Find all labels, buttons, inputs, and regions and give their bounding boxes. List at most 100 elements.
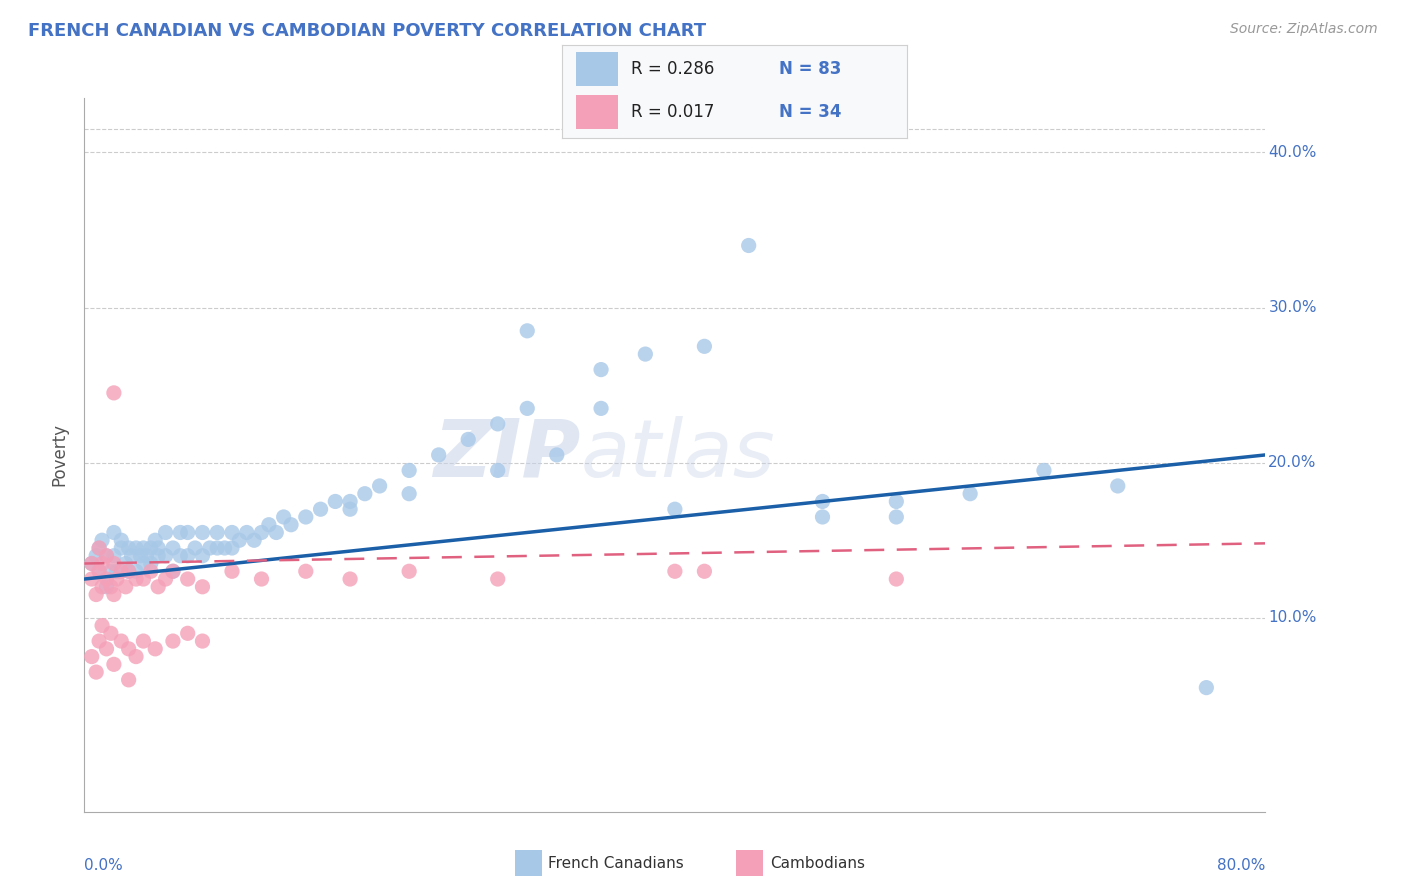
Point bbox=[143, 641, 166, 656]
Point bbox=[228, 533, 250, 548]
Text: 10.0%: 10.0% bbox=[1268, 610, 1317, 625]
Point bbox=[80, 557, 103, 571]
Point bbox=[105, 564, 128, 578]
Text: 40.0%: 40.0% bbox=[1268, 145, 1317, 160]
Point bbox=[309, 502, 332, 516]
Point bbox=[110, 634, 132, 648]
Point bbox=[250, 572, 273, 586]
Point bbox=[87, 541, 111, 555]
Point bbox=[96, 549, 118, 563]
Point bbox=[221, 525, 243, 540]
Point bbox=[198, 541, 221, 555]
Point bbox=[280, 517, 302, 532]
Point bbox=[125, 649, 148, 664]
Point bbox=[177, 549, 200, 563]
Point bbox=[91, 580, 114, 594]
Bar bbox=[515, 850, 543, 876]
Point bbox=[103, 657, 125, 672]
Point bbox=[129, 549, 152, 563]
Text: Source: ZipAtlas.com: Source: ZipAtlas.com bbox=[1230, 22, 1378, 37]
Point bbox=[398, 463, 420, 477]
Point bbox=[148, 541, 170, 555]
Point bbox=[148, 580, 170, 594]
Point bbox=[273, 510, 295, 524]
Bar bbox=[576, 52, 617, 86]
Point bbox=[96, 572, 118, 586]
Point bbox=[80, 557, 103, 571]
Point bbox=[110, 541, 132, 555]
Point bbox=[114, 557, 136, 571]
Point bbox=[169, 525, 191, 540]
Point bbox=[139, 557, 162, 571]
Point bbox=[1032, 463, 1054, 477]
Point bbox=[114, 580, 136, 594]
Point bbox=[84, 549, 107, 563]
Text: R = 0.017: R = 0.017 bbox=[631, 103, 714, 121]
Point bbox=[155, 572, 177, 586]
Point bbox=[91, 618, 114, 632]
Point bbox=[516, 324, 538, 338]
Point bbox=[243, 533, 266, 548]
Text: N = 34: N = 34 bbox=[779, 103, 842, 121]
Point bbox=[191, 634, 214, 648]
Point bbox=[100, 580, 122, 594]
Point bbox=[103, 549, 125, 563]
Point bbox=[84, 665, 107, 679]
Point bbox=[959, 486, 981, 500]
Point bbox=[811, 510, 834, 524]
Text: 30.0%: 30.0% bbox=[1268, 300, 1317, 315]
Point bbox=[886, 510, 908, 524]
Point bbox=[191, 580, 214, 594]
Point bbox=[118, 564, 141, 578]
Text: N = 83: N = 83 bbox=[779, 60, 842, 78]
Point bbox=[91, 533, 114, 548]
Point bbox=[155, 525, 177, 540]
Point bbox=[235, 525, 259, 540]
Point bbox=[191, 549, 214, 563]
Point bbox=[205, 525, 228, 540]
Point bbox=[169, 549, 191, 563]
Point bbox=[87, 564, 111, 578]
Point bbox=[250, 525, 273, 540]
Text: R = 0.286: R = 0.286 bbox=[631, 60, 714, 78]
Point bbox=[125, 564, 148, 578]
Point bbox=[177, 626, 200, 640]
Point bbox=[339, 494, 361, 508]
Point bbox=[398, 486, 420, 500]
Point bbox=[162, 634, 184, 648]
Point bbox=[486, 572, 509, 586]
Point bbox=[177, 572, 200, 586]
Point bbox=[214, 541, 236, 555]
Point bbox=[87, 634, 111, 648]
Point bbox=[118, 541, 141, 555]
Point bbox=[110, 564, 132, 578]
Point bbox=[295, 564, 318, 578]
Text: ZIP: ZIP bbox=[433, 416, 581, 494]
Point bbox=[264, 525, 288, 540]
Point bbox=[80, 572, 103, 586]
Point bbox=[118, 564, 141, 578]
Point bbox=[110, 533, 132, 548]
Point bbox=[205, 541, 228, 555]
Text: atlas: atlas bbox=[581, 416, 775, 494]
Point bbox=[257, 517, 280, 532]
Point bbox=[148, 549, 170, 563]
Point bbox=[96, 641, 118, 656]
Point bbox=[103, 525, 125, 540]
Point bbox=[664, 564, 686, 578]
Point bbox=[886, 494, 908, 508]
Text: 0.0%: 0.0% bbox=[84, 858, 124, 873]
Point bbox=[398, 564, 420, 578]
Point bbox=[125, 572, 148, 586]
Point bbox=[87, 564, 111, 578]
Point bbox=[339, 502, 361, 516]
Point bbox=[103, 557, 125, 571]
Point bbox=[457, 433, 479, 447]
Point bbox=[591, 401, 613, 416]
Point bbox=[162, 564, 184, 578]
Text: 80.0%: 80.0% bbox=[1218, 858, 1265, 873]
Point bbox=[368, 479, 391, 493]
Point bbox=[121, 549, 143, 563]
Point bbox=[155, 549, 177, 563]
Point bbox=[486, 463, 509, 477]
